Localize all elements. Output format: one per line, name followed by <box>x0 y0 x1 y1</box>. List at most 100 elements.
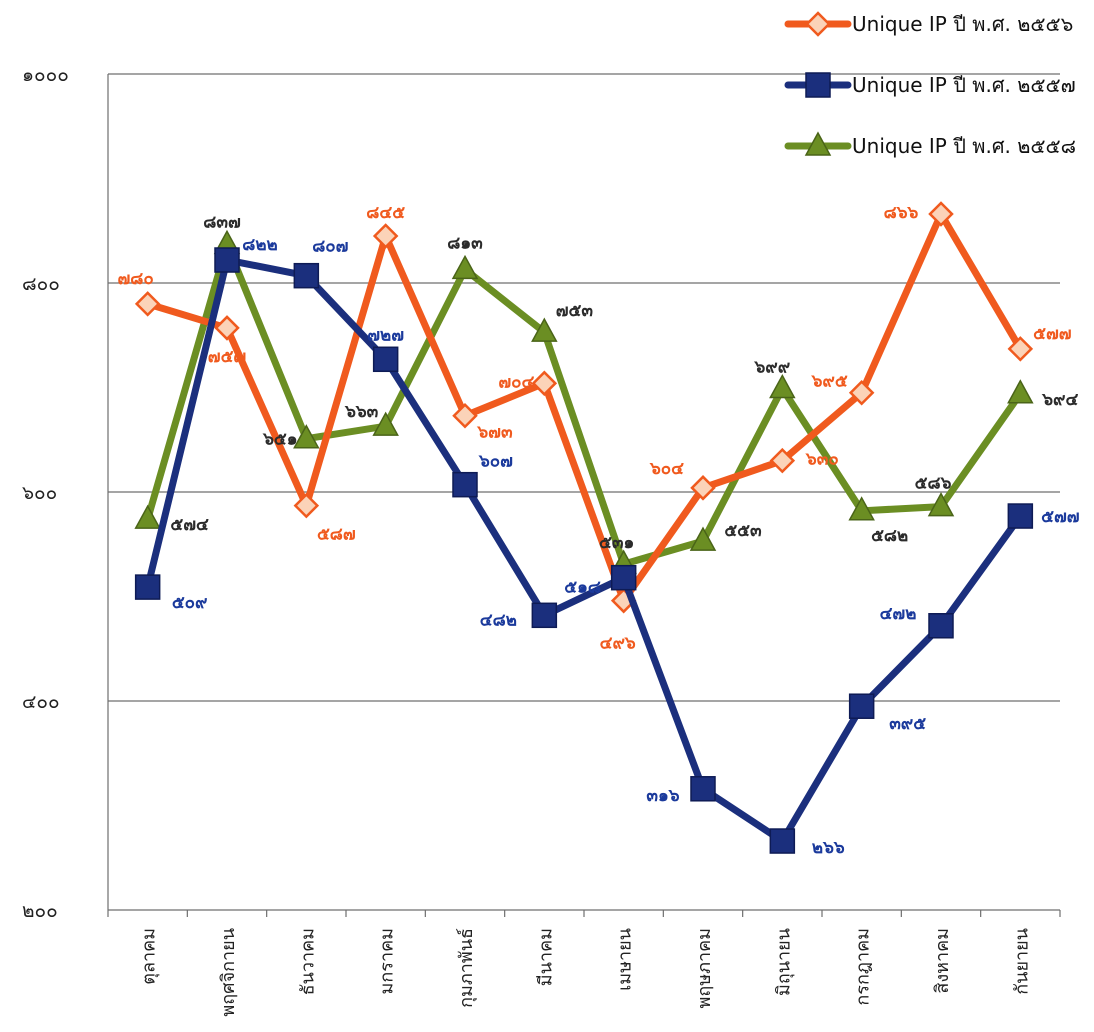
point-marker <box>372 223 399 249</box>
data-label: ๕๗๔ <box>170 515 209 535</box>
data-label: ๓๑๖ <box>646 786 679 806</box>
point-marker <box>805 11 831 37</box>
x-tick-label: สิงหาคม <box>932 928 953 994</box>
point-marker <box>848 496 875 521</box>
series-line <box>144 210 1024 605</box>
data-label: ๖๖๓ <box>344 402 379 422</box>
data-label: ๘๒๒ <box>242 235 278 255</box>
x-tick-label: พฤศจิกายน <box>218 928 239 1017</box>
data-label: ๔๗๒ <box>880 604 917 624</box>
data-label: ๖๙๔ <box>1041 390 1078 410</box>
x-tick-label: เมษายน <box>615 928 636 991</box>
data-label: ๖๓๐ <box>805 450 839 470</box>
point-marker <box>928 613 954 639</box>
data-label: ๕๐๙ <box>172 593 208 613</box>
x-tick-label: มีนาคม <box>535 928 556 986</box>
x-tick-label: ตุลาคม <box>139 928 160 985</box>
point-marker <box>134 291 161 317</box>
series-line <box>144 256 1024 845</box>
point-marker <box>372 346 399 373</box>
point-marker <box>452 471 478 498</box>
y-tick-label: ๘๐๐ <box>22 273 60 295</box>
x-tick-label: มกราคม <box>377 928 398 994</box>
data-label: ๘๐๗ <box>312 237 348 257</box>
legend: Unique IP ปี พ.ศ. ๒๕๕๖ Unique IP ปี พ.ศ. … <box>784 11 1076 158</box>
data-label: ๖๕๑ <box>262 430 297 450</box>
point-marker <box>452 402 478 429</box>
data-label: ๖๐๔ <box>649 459 684 479</box>
series-line <box>144 240 1024 568</box>
data-label: ๖๙๙ <box>753 358 790 378</box>
axes <box>107 74 1061 917</box>
data-label: ๕๗๗ <box>1033 324 1072 344</box>
x-tick-label: ธันวาคม <box>297 928 318 995</box>
grid-lines <box>108 73 1060 702</box>
series-lines <box>134 201 1034 854</box>
point-marker <box>531 602 558 629</box>
point-marker <box>293 492 320 519</box>
point-marker <box>1007 336 1034 362</box>
data-label: ๗๘๐ <box>118 269 154 289</box>
y-tick-label: ๔๐๐ <box>22 691 60 713</box>
data-label: ๖๐๗ <box>478 452 513 472</box>
point-marker <box>531 317 558 342</box>
data-label: ๘๖๖ <box>884 203 919 223</box>
point-marker <box>1007 503 1034 529</box>
data-label: ๒๖๖ <box>812 838 845 858</box>
y-tick-label: ๒๐๐ <box>22 900 58 922</box>
point-marker <box>293 262 320 289</box>
point-marker <box>214 247 240 273</box>
x-tick-label: กุมภาพันธ์ <box>456 928 477 1008</box>
legend-label: Unique IP ปี พ.ศ. ๒๕๕๖ <box>852 12 1073 36</box>
data-label: ๕๘๖ <box>915 474 952 494</box>
point-marker <box>848 379 875 406</box>
y-tick-label: ๖๐๐ <box>22 482 57 504</box>
data-label: ๗๕๓ <box>556 301 594 321</box>
point-marker <box>804 131 832 156</box>
x-tick-label: กันยายน <box>1011 928 1032 995</box>
legend-label: Unique IP ปี พ.ศ. ๒๕๕๗ <box>852 73 1076 97</box>
data-label: ๗๕๗ <box>208 347 247 367</box>
point-marker <box>214 315 240 341</box>
data-label: ๗๐๔ <box>498 372 534 392</box>
data-label: ๕๓๑ <box>599 533 634 553</box>
point-marker <box>805 72 831 98</box>
data-label: ๘๔๕ <box>366 203 405 223</box>
point-marker <box>531 370 558 397</box>
point-marker <box>689 526 717 551</box>
point-marker <box>927 492 955 517</box>
point-marker <box>1007 379 1034 404</box>
data-label: ๕๑๘ <box>564 578 601 598</box>
point-marker <box>769 447 796 474</box>
data-label: ๖๙๕ <box>811 372 848 392</box>
x-tick-label: กรกฎาคม <box>853 928 874 1006</box>
point-marker <box>848 693 875 719</box>
data-label: ๖๗๓ <box>476 423 513 443</box>
point-marker <box>134 574 161 600</box>
data-label: ๕๕๓ <box>724 521 762 541</box>
y-tick-label: ๑๐๐๐ <box>22 64 69 86</box>
data-label: ๕๘๒ <box>871 526 908 546</box>
data-label: ๔๙๖ <box>600 634 636 654</box>
data-label: ๗๒๗ <box>367 325 404 345</box>
data-label: ๕๗๗ <box>1041 507 1080 527</box>
legend-label: Unique IP ปี พ.ศ. ๒๕๕๘ <box>852 134 1076 158</box>
point-marker <box>928 201 954 227</box>
point-marker <box>769 373 796 399</box>
point-marker <box>690 475 716 501</box>
data-label: ๕๘๗ <box>317 525 356 545</box>
point-marker <box>372 411 399 436</box>
point-marker <box>610 564 637 591</box>
data-label: ๓๙๕ <box>889 714 926 734</box>
point-marker <box>134 504 161 529</box>
x-tick-label: มิถุนายน <box>773 928 794 996</box>
x-tick-label: พฤษภาคม <box>694 928 715 1009</box>
point-marker <box>769 828 796 854</box>
data-label: ๔๘๒ <box>480 610 517 630</box>
point-marker <box>293 424 320 449</box>
point-marker <box>451 254 479 280</box>
point-marker <box>690 776 716 802</box>
